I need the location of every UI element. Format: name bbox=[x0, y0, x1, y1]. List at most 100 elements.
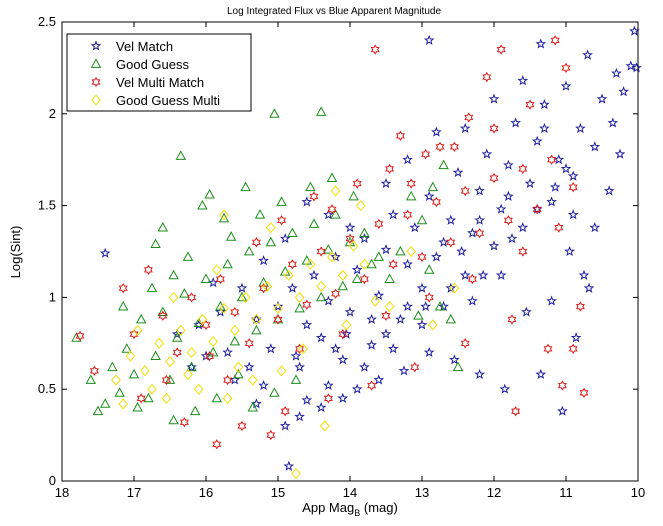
data-point bbox=[488, 93, 500, 104]
data-point bbox=[525, 99, 535, 110]
data-point bbox=[212, 439, 222, 450]
data-point bbox=[308, 218, 320, 228]
data-point bbox=[578, 269, 590, 280]
data-point bbox=[474, 185, 485, 196]
data-point bbox=[327, 204, 337, 215]
data-point bbox=[359, 227, 370, 238]
data-point bbox=[308, 269, 320, 280]
data-point bbox=[229, 374, 241, 385]
data-point bbox=[510, 117, 521, 128]
data-point bbox=[511, 406, 521, 417]
x-tick-label: 14 bbox=[343, 485, 357, 500]
data-point bbox=[499, 383, 511, 394]
data-point bbox=[547, 154, 557, 165]
data-point bbox=[409, 222, 421, 233]
data-point bbox=[373, 374, 385, 385]
data-point bbox=[283, 269, 294, 281]
data-point bbox=[570, 332, 582, 343]
data-point bbox=[583, 282, 595, 293]
data-point bbox=[467, 295, 478, 306]
data-point bbox=[251, 313, 262, 325]
data-point bbox=[452, 166, 464, 178]
data-point bbox=[168, 414, 179, 425]
series-hexagram bbox=[75, 35, 589, 450]
data-point bbox=[359, 273, 369, 285]
data-point bbox=[215, 306, 226, 317]
data-point bbox=[366, 258, 377, 269]
data-point bbox=[446, 237, 456, 248]
data-point bbox=[406, 178, 416, 189]
data-point bbox=[179, 417, 189, 428]
data-point bbox=[158, 310, 168, 321]
data-point bbox=[395, 313, 406, 324]
data-point bbox=[147, 383, 157, 395]
data-point bbox=[295, 343, 305, 354]
data-point bbox=[535, 368, 547, 380]
legend-marker bbox=[90, 40, 102, 51]
data-point bbox=[402, 154, 413, 165]
data-point bbox=[543, 343, 553, 354]
data-point bbox=[327, 251, 337, 263]
data-point bbox=[265, 236, 277, 247]
data-point bbox=[183, 368, 193, 381]
data-point bbox=[477, 269, 489, 280]
data-point bbox=[607, 117, 619, 128]
data-point bbox=[381, 310, 391, 321]
data-point bbox=[367, 380, 377, 391]
data-point bbox=[171, 328, 183, 339]
data-point bbox=[449, 141, 459, 153]
data-point bbox=[532, 204, 542, 215]
data-point bbox=[230, 306, 240, 318]
data-point bbox=[351, 383, 363, 394]
data-point bbox=[125, 350, 136, 362]
data-point bbox=[315, 291, 327, 302]
data-point bbox=[273, 302, 283, 314]
data-point bbox=[557, 380, 567, 391]
data-point bbox=[114, 387, 125, 397]
data-point bbox=[366, 339, 377, 350]
data-point bbox=[205, 350, 215, 362]
data-point bbox=[560, 163, 572, 174]
data-point bbox=[154, 337, 165, 349]
data-point bbox=[517, 75, 529, 86]
data-point bbox=[352, 178, 362, 189]
data-point bbox=[117, 300, 129, 311]
data-point bbox=[337, 269, 348, 281]
legend-items: Vel Match Good Guess Vel Multi Match Good G… bbox=[90, 39, 220, 108]
data-point bbox=[291, 468, 301, 480]
x-tick-label: 10 bbox=[631, 485, 645, 500]
data-point bbox=[337, 354, 349, 365]
x-axis-label-subscript: B bbox=[354, 508, 360, 518]
data-point bbox=[423, 34, 435, 45]
data-point bbox=[259, 283, 269, 294]
data-point bbox=[187, 292, 197, 303]
data-point bbox=[225, 231, 237, 241]
legend-item: Good Guess bbox=[90, 57, 189, 72]
data-point bbox=[279, 233, 291, 244]
data-point bbox=[568, 343, 578, 354]
data-point bbox=[495, 203, 507, 214]
data-point bbox=[531, 135, 543, 146]
data-point bbox=[474, 368, 485, 380]
data-point bbox=[560, 80, 572, 91]
data-point bbox=[359, 233, 370, 244]
data-point bbox=[489, 172, 499, 184]
data-point bbox=[315, 401, 327, 413]
data-point bbox=[128, 368, 140, 379]
data-point bbox=[380, 177, 392, 189]
data-point bbox=[575, 122, 586, 134]
data-point bbox=[193, 383, 204, 395]
data-point bbox=[204, 188, 215, 199]
data-point bbox=[294, 361, 305, 372]
data-point bbox=[370, 295, 381, 307]
data-point bbox=[373, 289, 385, 301]
x-axis-label-main: App Mag bbox=[302, 500, 354, 515]
data-point bbox=[387, 209, 399, 220]
data-point bbox=[243, 361, 255, 372]
y-tick-label: 1.5 bbox=[38, 198, 56, 213]
data-point bbox=[625, 60, 637, 71]
data-point bbox=[294, 291, 305, 303]
data-point bbox=[431, 196, 441, 208]
data-point bbox=[222, 392, 233, 404]
data-point bbox=[207, 346, 219, 357]
